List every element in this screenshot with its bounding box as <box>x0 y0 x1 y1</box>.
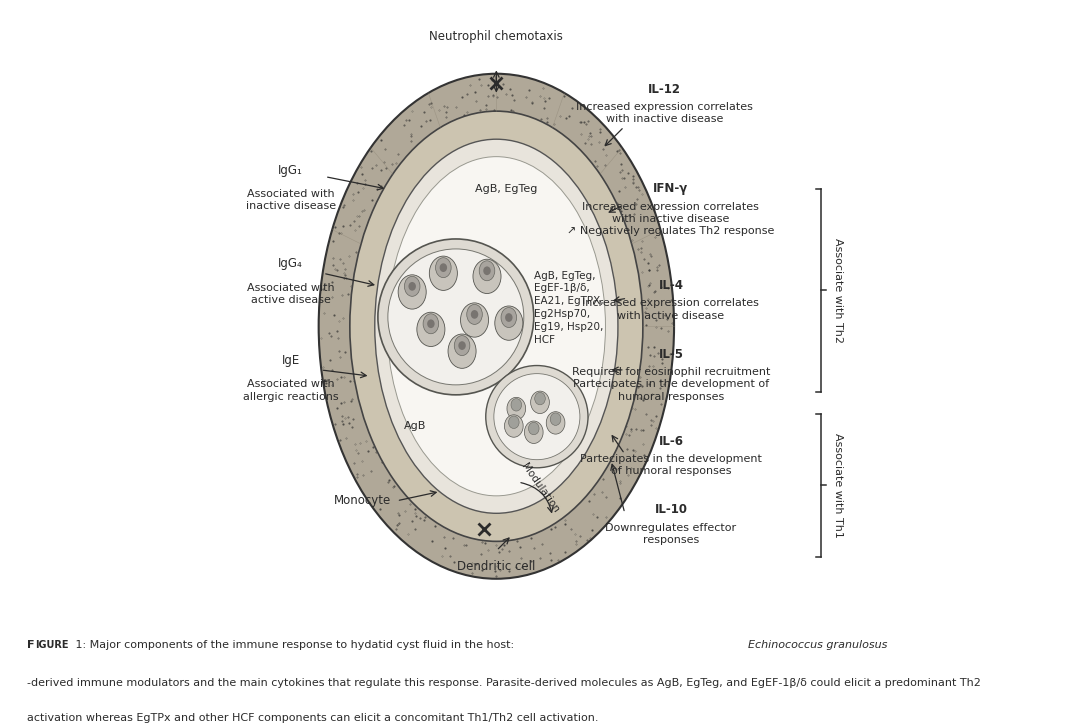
Ellipse shape <box>528 422 539 435</box>
Text: Downregulates effector
responses: Downregulates effector responses <box>606 523 737 545</box>
Ellipse shape <box>350 111 643 542</box>
Text: IgE: IgE <box>282 354 300 367</box>
Text: Increased expression correlates
with inactive disease: Increased expression correlates with ina… <box>577 102 753 124</box>
Ellipse shape <box>430 256 458 291</box>
Text: Modulation: Modulation <box>519 462 561 515</box>
Text: Dendritic cell: Dendritic cell <box>457 560 536 573</box>
Ellipse shape <box>440 263 447 272</box>
Text: Associated with
inactive disease: Associated with inactive disease <box>245 189 336 212</box>
Ellipse shape <box>408 282 416 291</box>
Text: Monocyte: Monocyte <box>334 494 391 508</box>
Text: Increased expression correlates
with active disease: Increased expression correlates with act… <box>582 298 759 320</box>
Ellipse shape <box>525 421 543 444</box>
Text: AgB, EgTeg: AgB, EgTeg <box>474 184 537 194</box>
Text: IgG₄: IgG₄ <box>279 257 303 270</box>
Text: Associated with
active disease: Associated with active disease <box>247 283 335 305</box>
Text: IFN-γ: IFN-γ <box>653 182 688 195</box>
Text: AgB: AgB <box>404 421 427 431</box>
Text: AgB, EgTeg,
EgEF-1β/δ,
EA21, EgTPX,
Eg2Hsp70,
Eg19, Hsp20,
HCF: AgB, EgTeg, EgEF-1β/δ, EA21, EgTPX, Eg2H… <box>534 270 604 344</box>
Text: IL-4: IL-4 <box>659 279 684 292</box>
Ellipse shape <box>551 413 561 426</box>
Ellipse shape <box>511 399 522 411</box>
Ellipse shape <box>423 314 438 334</box>
Ellipse shape <box>319 74 674 579</box>
Text: Associated with
allergic reactions: Associated with allergic reactions <box>243 379 338 402</box>
Ellipse shape <box>494 373 580 460</box>
Ellipse shape <box>399 275 427 309</box>
Ellipse shape <box>404 276 420 297</box>
Ellipse shape <box>460 303 488 337</box>
Ellipse shape <box>480 261 495 281</box>
Ellipse shape <box>546 412 565 434</box>
Text: IL-5: IL-5 <box>659 347 684 360</box>
Ellipse shape <box>448 334 476 368</box>
Ellipse shape <box>428 320 434 328</box>
Text: F: F <box>27 639 35 650</box>
Ellipse shape <box>375 139 618 513</box>
Ellipse shape <box>483 266 490 275</box>
Ellipse shape <box>495 306 523 340</box>
Ellipse shape <box>378 239 534 395</box>
Ellipse shape <box>458 341 465 350</box>
Ellipse shape <box>507 397 526 420</box>
Text: IL-6: IL-6 <box>659 435 684 448</box>
Text: activation whereas EgTPx and other HCF components can elicit a concomitant Th1/T: activation whereas EgTPx and other HCF c… <box>27 713 598 723</box>
Text: IGURE: IGURE <box>36 639 69 650</box>
Ellipse shape <box>471 310 478 319</box>
Ellipse shape <box>388 249 524 385</box>
Ellipse shape <box>509 416 519 428</box>
Ellipse shape <box>505 313 513 322</box>
Text: Partecipates in the development
of humoral responses: Partecipates in the development of humor… <box>580 454 761 476</box>
Text: IL-10: IL-10 <box>654 503 688 516</box>
Ellipse shape <box>388 157 606 496</box>
Ellipse shape <box>455 336 470 355</box>
Ellipse shape <box>535 392 545 405</box>
Ellipse shape <box>435 257 451 278</box>
Text: Associate with Th1: Associate with Th1 <box>833 433 843 538</box>
Text: 1: Major components of the immune response to hydatid cyst fluid in the host:: 1: Major components of the immune respon… <box>71 639 517 650</box>
Text: Increased expression correlates
with inactive disease
↗ Negatively regulates Th2: Increased expression correlates with ina… <box>567 202 774 236</box>
Ellipse shape <box>504 415 523 437</box>
Ellipse shape <box>530 391 550 413</box>
Ellipse shape <box>467 304 483 324</box>
Ellipse shape <box>486 365 588 468</box>
Ellipse shape <box>417 312 445 347</box>
Text: Neutrophil chemotaxis: Neutrophil chemotaxis <box>430 30 564 43</box>
Text: -derived immune modulators and the main cytokines that regulate this response. P: -derived immune modulators and the main … <box>27 678 981 688</box>
Text: Required for eosinophil recruitment
Partecipates in the development of
humoral r: Required for eosinophil recruitment Part… <box>571 367 770 402</box>
Ellipse shape <box>473 260 501 294</box>
Text: IL-12: IL-12 <box>648 83 681 96</box>
Text: Echinococcus granulosus: Echinococcus granulosus <box>747 639 887 650</box>
Ellipse shape <box>501 307 516 328</box>
Text: IgG₁: IgG₁ <box>279 164 303 177</box>
Text: Associate with Th2: Associate with Th2 <box>833 238 843 343</box>
